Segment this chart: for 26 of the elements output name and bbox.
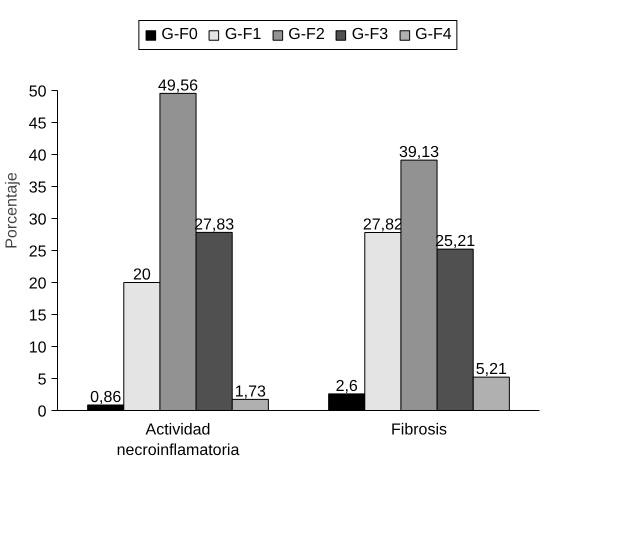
y-tick-label: 5: [38, 372, 47, 388]
y-tick-label: 15: [28, 308, 47, 324]
y-tick-label: 25: [28, 244, 47, 260]
legend-label: G-F1: [224, 26, 262, 44]
legend-label: G-F0: [161, 26, 198, 44]
data-label: 20: [132, 266, 151, 284]
y-tick-label: 45: [28, 116, 47, 132]
x-tick-label: Fibrosis: [390, 422, 448, 438]
x-tick-label: Actividad necroinflamatoria: [116, 422, 240, 459]
y-tick-label: 20: [28, 276, 47, 292]
y-tick-label: 30: [28, 212, 47, 228]
y-tick-label: 50: [28, 84, 47, 100]
data-label: 5,21: [476, 361, 507, 378]
y-axis-title: Porcentaje: [4, 172, 21, 249]
y-tick-label: 0: [38, 404, 47, 420]
data-label: 2,6: [336, 378, 358, 395]
legend-label: G-F4: [415, 26, 452, 44]
y-tick-label: 35: [28, 180, 47, 196]
y-tick-label: 10: [28, 340, 47, 356]
legend-label: G-F3: [352, 26, 388, 44]
data-label: 1,73: [234, 383, 266, 400]
legend-label: G-F2: [288, 26, 325, 44]
data-label: 39,13: [398, 144, 440, 162]
data-label: 0,86: [90, 388, 122, 406]
data-label: 49,56: [158, 77, 198, 94]
y-tick-label: 40: [28, 148, 47, 164]
